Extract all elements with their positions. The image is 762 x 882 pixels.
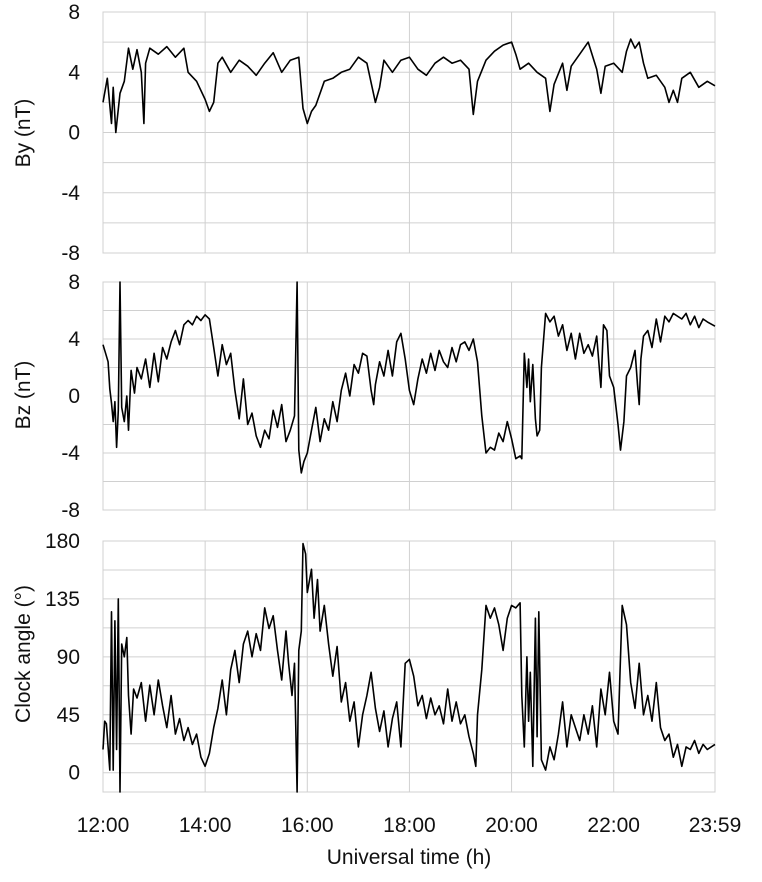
bz-y-tick-label: -8 <box>61 499 80 522</box>
clock-angle-y-tick-label: 135 <box>45 588 80 611</box>
by-y-tick-labels: 8 4 0 -4 -8 <box>61 1 80 265</box>
clock-angle-series-line <box>102 542 716 793</box>
by-plot-frame <box>102 11 716 254</box>
by-y-tick-label: 4 <box>68 61 80 84</box>
clock-angle-gridlines <box>102 540 716 792</box>
x-tick-label: 20:00 <box>485 814 538 837</box>
bz-gridlines <box>102 281 716 511</box>
by-y-tick-label: 0 <box>68 122 80 145</box>
x-tick-label: 12:00 <box>77 814 130 837</box>
by-y-axis-title: By (nT) <box>12 99 35 168</box>
clock-angle-y-tick-label: 180 <box>45 530 80 553</box>
clock-angle-y-tick-label: 45 <box>57 704 80 727</box>
bz-y-tick-labels: 8 4 0 -4 -8 <box>61 271 80 522</box>
x-tick-label: 16:00 <box>281 814 334 837</box>
by-series-line <box>102 38 716 134</box>
by-y-tick-label: 8 <box>68 1 80 24</box>
panel-by: 8 4 0 -4 -8 By (nT) <box>12 1 716 265</box>
bz-y-tick-label: 0 <box>68 385 80 408</box>
clock-angle-y-tick-labels: 180 135 90 45 0 <box>45 530 80 785</box>
clock-angle-y-axis-title: Clock angle (°) <box>12 585 35 723</box>
bz-y-tick-label: 8 <box>68 271 80 294</box>
bz-y-tick-label: 4 <box>68 328 80 351</box>
by-gridlines <box>102 11 716 254</box>
clock-angle-plot-frame <box>102 540 716 793</box>
bz-plot-frame <box>102 281 716 511</box>
x-tick-labels: 12:00 14:00 16:00 18:00 20:00 22:00 23:59 <box>77 814 742 837</box>
panel-bz: 8 4 0 -4 -8 Bz (nT) <box>12 271 716 522</box>
bz-y-axis-title: Bz (nT) <box>12 361 35 430</box>
clock-angle-y-tick-label: 0 <box>68 762 80 785</box>
x-axis-title: Universal time (h) <box>327 846 492 869</box>
panel-clock-angle: 180 135 90 45 0 Clock angle (°) 12:00 14:00 16… <box>12 530 741 869</box>
bz-series-line <box>102 281 716 474</box>
by-y-tick-label: -8 <box>61 242 80 265</box>
x-tick-label: 23:59 <box>689 814 742 837</box>
x-tick-label: 22:00 <box>587 814 640 837</box>
x-tick-label: 14:00 <box>179 814 232 837</box>
x-tick-label: 18:00 <box>383 814 436 837</box>
bz-y-tick-label: -4 <box>61 442 80 465</box>
by-y-tick-label: -4 <box>61 182 80 205</box>
clock-angle-y-tick-label: 90 <box>57 646 80 669</box>
